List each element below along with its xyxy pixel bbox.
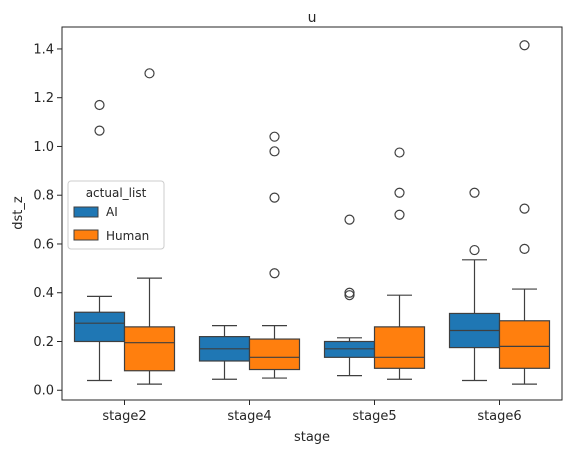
- outlier-point: [269, 268, 280, 279]
- box-ai-stage6: [448, 187, 501, 382]
- legend: actual_list AI Human: [67, 180, 165, 250]
- legend-title: actual_list: [86, 186, 147, 200]
- outlier-point: [519, 243, 530, 254]
- outlier-point: [469, 187, 480, 198]
- outlier-point: [144, 68, 155, 79]
- outlier-point: [519, 40, 530, 51]
- box-human-stage2: [123, 68, 176, 385]
- outlier-point: [94, 99, 105, 111]
- y-tick-label: 0.4: [33, 286, 54, 301]
- box-human-stage5: [373, 147, 426, 380]
- plot-frame: [61, 26, 563, 401]
- box-human-stage4: [248, 131, 301, 379]
- legend-swatch-human: [73, 229, 99, 241]
- outlier-point: [269, 131, 280, 142]
- box-ai-stage5: [323, 214, 376, 377]
- box-iqr: [323, 340, 376, 358]
- y-tick-label: 0.8: [33, 189, 54, 204]
- box-iqr: [373, 326, 426, 369]
- outlier-point: [94, 125, 105, 136]
- box-iqr: [123, 326, 176, 372]
- x-axis: stage2 stage4 stage5 stage6: [102, 400, 522, 424]
- y-tick-label: 0.6: [33, 237, 54, 252]
- y-tick-label: 0.0: [33, 384, 54, 399]
- outlier-point: [394, 147, 405, 158]
- x-tick-label: stage4: [227, 409, 271, 424]
- box-iqr: [248, 338, 301, 371]
- box-iqr: [73, 311, 126, 343]
- outlier-point: [394, 209, 405, 220]
- y-tick-label: 1.4: [33, 42, 54, 57]
- box-ai-stage4: [198, 325, 251, 380]
- legend-label-human: Human: [106, 229, 149, 243]
- outlier-point: [344, 290, 355, 301]
- box-human-stage6: [498, 40, 551, 385]
- x-axis-label: stage: [294, 430, 330, 445]
- outlier-point: [344, 287, 355, 298]
- outlier-point: [469, 244, 480, 256]
- legend-label-ai: AI: [106, 205, 118, 219]
- outlier-point: [519, 203, 530, 214]
- x-tick-label: stage5: [352, 409, 396, 424]
- box-ai-stage2: [73, 99, 126, 382]
- outlier-point: [269, 146, 280, 157]
- legend-swatch-ai: [73, 206, 99, 218]
- y-tick-label: 1.2: [33, 91, 54, 106]
- box-iqr: [498, 320, 551, 369]
- outlier-point: [269, 192, 280, 203]
- outlier-point: [394, 187, 405, 198]
- y-tick-label: 0.2: [33, 335, 54, 350]
- y-axis: 0.0 0.2 0.4 0.6 0.8 1.0 1.2 1.4: [33, 42, 62, 399]
- chart-title: u: [308, 10, 317, 26]
- y-tick-label: 1.0: [33, 140, 54, 155]
- plot-area: [73, 40, 551, 385]
- x-tick-label: stage6: [477, 409, 521, 424]
- outlier-point: [344, 214, 355, 225]
- y-axis-label: dst_z: [11, 196, 26, 230]
- x-tick-label: stage2: [102, 409, 146, 424]
